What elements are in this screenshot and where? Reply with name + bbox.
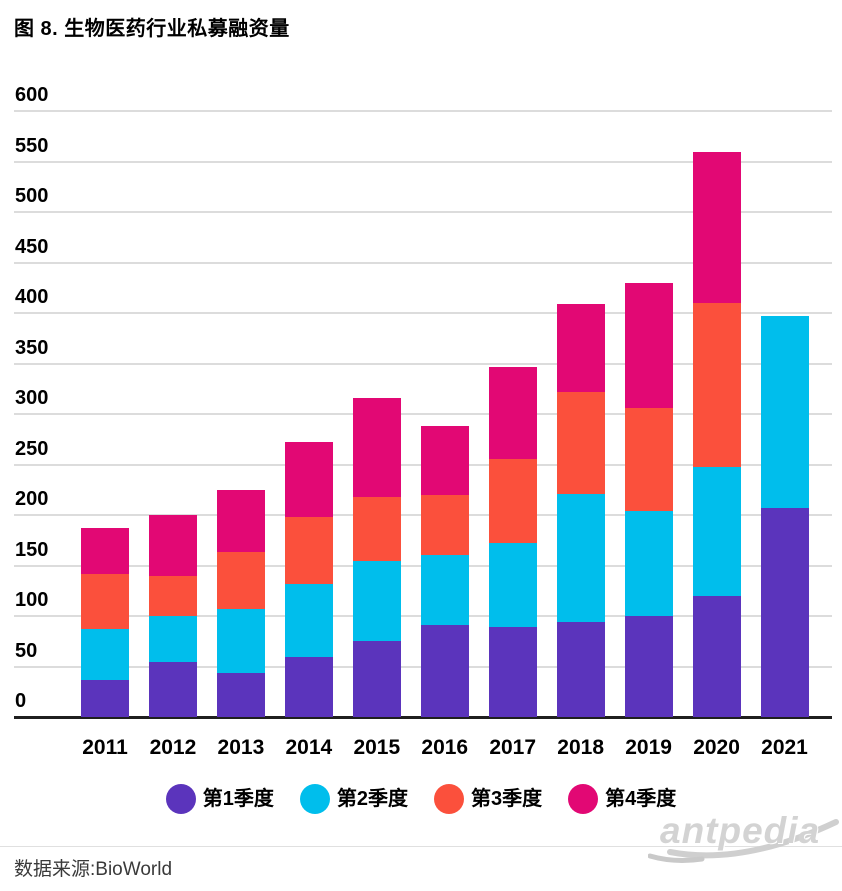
- legend-label: 第3季度: [471, 788, 543, 810]
- x-axis-label: 2015: [353, 736, 401, 759]
- bar-segment-2020-第2季度: [692, 466, 741, 596]
- legend-swatch-icon: [165, 784, 196, 814]
- bar-segment-2016-第2季度: [420, 555, 469, 626]
- watermark: antpedia: [648, 806, 842, 864]
- bar-segment-2013-第3季度: [216, 552, 265, 609]
- gridline: [14, 362, 832, 365]
- bar-segment-2020-第4季度: [692, 152, 741, 303]
- bar-segment-2021-第2季度: [760, 316, 809, 508]
- x-axis-line: [14, 716, 832, 719]
- bar-segment-2014-第3季度: [284, 517, 333, 584]
- x-axis-label: 2020: [693, 736, 740, 759]
- x-axis-label: 2018: [557, 736, 604, 759]
- x-axis-label: 2011: [82, 736, 128, 759]
- legend-item: 第2季度: [299, 784, 408, 814]
- legend-swatch-icon: [434, 784, 464, 814]
- bar-segment-2021-第1季度: [760, 507, 809, 717]
- bar-segment-2019-第1季度: [624, 616, 673, 717]
- bar-segment-2018-第3季度: [556, 391, 605, 494]
- data-source: 数据来源:BioWorld: [14, 859, 173, 880]
- x-axis-label: 2016: [421, 736, 469, 759]
- gridline: [14, 312, 832, 314]
- bar-segment-2019-第4季度: [624, 282, 673, 408]
- legend-swatch-icon: [299, 784, 330, 814]
- bar-segment-2012-第1季度: [148, 662, 197, 717]
- gridline: [14, 413, 832, 415]
- gridline: [14, 110, 832, 112]
- watermark-text: antpedia: [660, 810, 821, 851]
- bar-segment-2020-第1季度: [692, 595, 741, 717]
- bar-segment-2012-第4季度: [148, 515, 197, 576]
- gridline: [14, 211, 832, 213]
- bar-segment-2014-第4季度: [284, 442, 333, 517]
- bar-segment-2011-第1季度: [81, 679, 129, 717]
- y-axis-label: 50: [15, 639, 38, 662]
- bar-segment-2016-第1季度: [420, 625, 469, 717]
- chart-title: 图 8. 生物医药行业私募融资量: [14, 18, 290, 40]
- y-axis-label: 0: [15, 690, 27, 712]
- x-axis-label: 2013: [217, 736, 265, 759]
- y-axis-label: 600: [15, 84, 49, 106]
- bar-segment-2012-第3季度: [148, 575, 197, 616]
- bar-segment-2017-第4季度: [488, 366, 537, 460]
- gridline: [14, 261, 832, 264]
- bar-segment-2013-第2季度: [216, 608, 265, 673]
- y-axis-label: 300: [15, 387, 49, 409]
- bar-segment-2016-第3季度: [420, 494, 469, 556]
- bar-segment-2015-第3季度: [352, 496, 401, 562]
- bar-segment-2011-第3季度: [81, 573, 129, 630]
- legend: 第1季度 第2季度 第3季度 第4季度: [0, 784, 842, 814]
- legend-item: 第3季度: [434, 784, 542, 814]
- bar-segment-2011-第4季度: [81, 528, 129, 574]
- x-axis-label: 2014: [285, 736, 333, 759]
- bar-segment-2014-第1季度: [284, 657, 333, 717]
- y-axis-label: 350: [15, 336, 49, 359]
- bar-segment-2014-第2季度: [284, 583, 333, 658]
- y-axis-label: 100: [15, 589, 49, 611]
- legend-item: 第1季度: [165, 784, 274, 814]
- legend-label: 第2季度: [336, 788, 408, 810]
- x-axis-label: 2021: [761, 736, 808, 759]
- bar-segment-2018-第4季度: [556, 303, 605, 392]
- bar-segment-2015-第1季度: [352, 641, 401, 717]
- y-axis-label: 550: [15, 134, 49, 157]
- bar-segment-2012-第2季度: [148, 616, 197, 663]
- bar-segment-2015-第2季度: [352, 561, 401, 642]
- bar-segment-2015-第4季度: [352, 397, 401, 497]
- bar-segment-2011-第2季度: [81, 629, 129, 680]
- bar-segment-2020-第3季度: [692, 302, 741, 467]
- x-axis-label: 2012: [149, 736, 197, 759]
- bar-segment-2013-第4季度: [216, 489, 265, 553]
- legend-swatch-icon: [568, 784, 599, 814]
- legend-item: 第4季度: [568, 784, 676, 814]
- bar-segment-2017-第3季度: [488, 459, 537, 544]
- legend-label: 第1季度: [202, 788, 274, 810]
- y-axis-label: 250: [15, 437, 49, 460]
- bar-segment-2019-第2季度: [624, 510, 673, 616]
- bar-segment-2018-第1季度: [556, 622, 605, 717]
- bar-segment-2013-第1季度: [216, 672, 265, 717]
- bar-segment-2018-第2季度: [556, 493, 605, 623]
- y-axis-label: 150: [15, 538, 49, 561]
- bar-segment-2017-第1季度: [488, 627, 537, 717]
- divider-line: [0, 846, 842, 847]
- y-axis-label: 400: [15, 286, 49, 308]
- y-axis-label: 200: [15, 488, 49, 510]
- legend-label: 第4季度: [605, 788, 677, 810]
- y-axis-label: 450: [15, 235, 49, 258]
- x-axis-label: 2019: [625, 736, 672, 759]
- watermark-swoosh-icon: [648, 819, 839, 863]
- bar-segment-2016-第4季度: [420, 426, 469, 495]
- x-axis-label: 2017: [489, 736, 537, 759]
- bar-segment-2017-第2季度: [488, 543, 537, 628]
- gridline: [14, 160, 832, 163]
- y-axis-label: 500: [15, 185, 49, 207]
- bar-segment-2019-第3季度: [624, 407, 673, 511]
